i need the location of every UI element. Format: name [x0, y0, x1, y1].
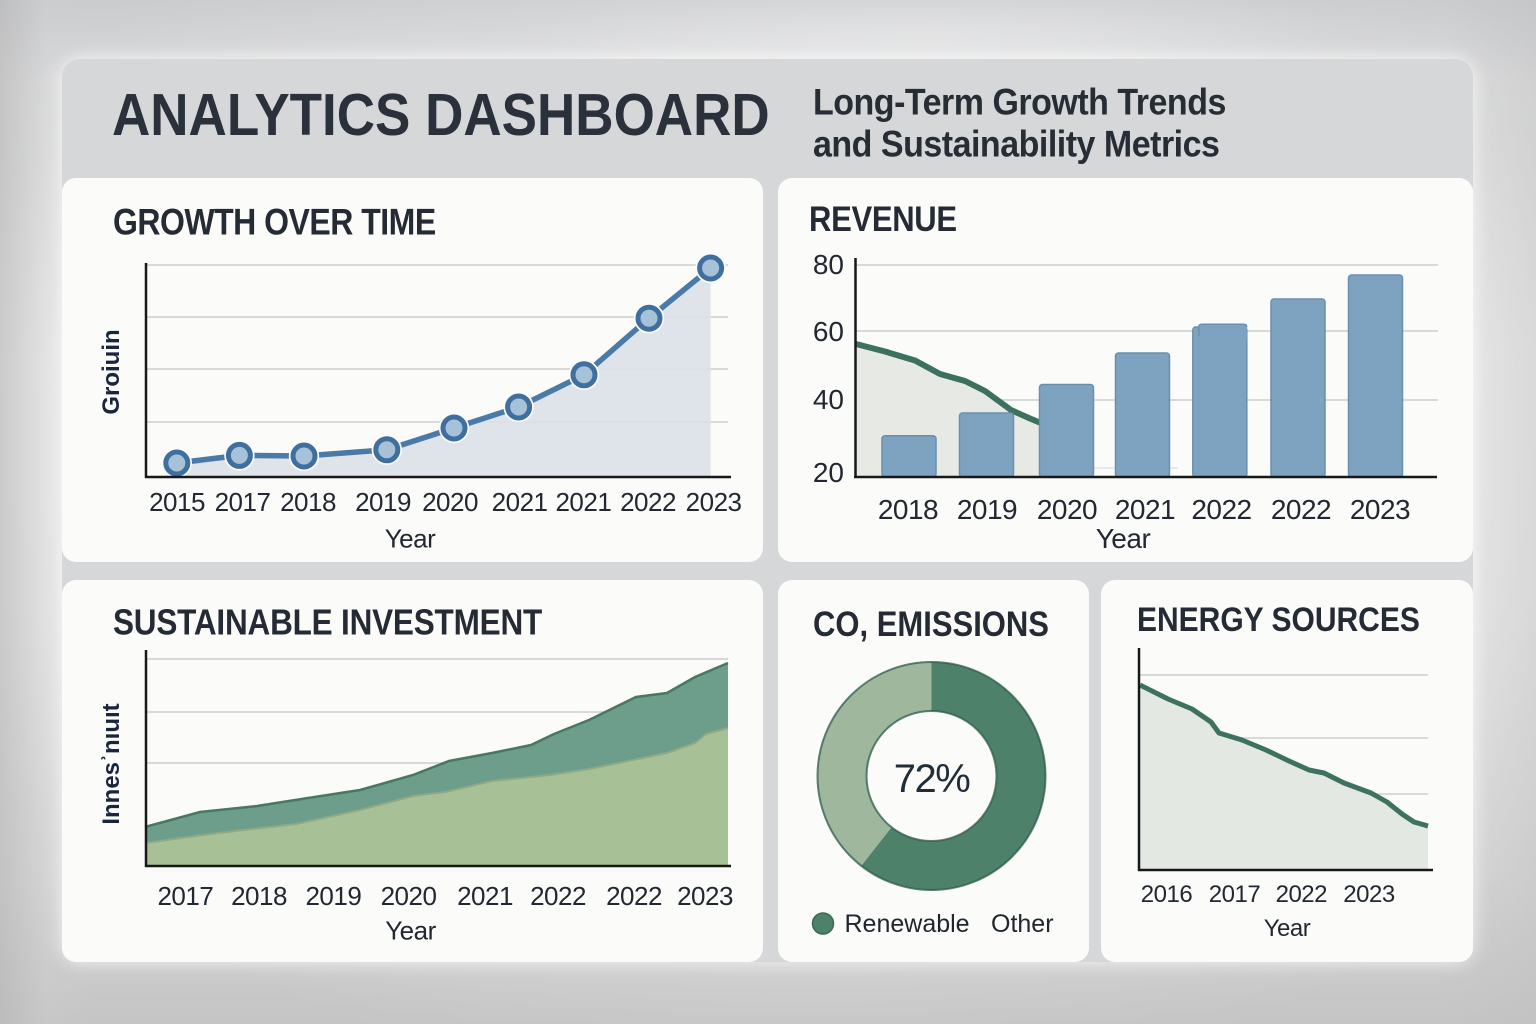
svg-text:2018: 2018: [280, 487, 336, 517]
svg-text:2022: 2022: [530, 881, 586, 911]
svg-text:2017: 2017: [1209, 881, 1261, 908]
svg-text:2021: 2021: [457, 881, 513, 911]
svg-text:2019: 2019: [305, 881, 361, 911]
svg-text:Year: Year: [385, 916, 436, 946]
svg-text:2023: 2023: [677, 881, 733, 911]
svg-text:2022: 2022: [1191, 494, 1251, 525]
svg-text:2020: 2020: [381, 881, 437, 911]
svg-text:80: 80: [813, 249, 844, 280]
svg-text:72%: 72%: [894, 757, 970, 801]
svg-text:2022: 2022: [620, 487, 676, 517]
svg-text:Year: Year: [1096, 523, 1151, 554]
svg-text:2017: 2017: [157, 881, 213, 911]
svg-text:2018: 2018: [878, 494, 938, 525]
svg-text:2017: 2017: [215, 487, 271, 517]
svg-text:2016: 2016: [1141, 881, 1193, 908]
svg-text:2015: 2015: [149, 487, 205, 517]
svg-text:20: 20: [813, 457, 844, 488]
svg-text:2020: 2020: [422, 487, 478, 517]
svg-text:2021: 2021: [492, 487, 548, 517]
svg-text:2022: 2022: [606, 881, 662, 911]
svg-text:Year: Year: [385, 524, 436, 554]
svg-text:2022: 2022: [1276, 881, 1328, 908]
svg-text:2023: 2023: [1343, 881, 1395, 908]
svg-text:2022: 2022: [1271, 494, 1331, 525]
svg-text:40: 40: [813, 384, 844, 415]
svg-text:60: 60: [813, 316, 844, 347]
svg-text:2020: 2020: [1037, 494, 1097, 525]
svg-text:2021: 2021: [1115, 494, 1175, 525]
svg-text:2019: 2019: [957, 494, 1017, 525]
svg-text:2023: 2023: [1350, 494, 1410, 525]
svg-text:2018: 2018: [231, 881, 287, 911]
svg-text:Year: Year: [1264, 915, 1311, 942]
svg-text:2023: 2023: [686, 487, 742, 517]
svg-text:Renewable: Renewable: [845, 910, 970, 938]
svg-text:2021: 2021: [555, 487, 611, 517]
svg-text:Other: Other: [991, 910, 1054, 938]
svg-text:2019: 2019: [355, 487, 411, 517]
